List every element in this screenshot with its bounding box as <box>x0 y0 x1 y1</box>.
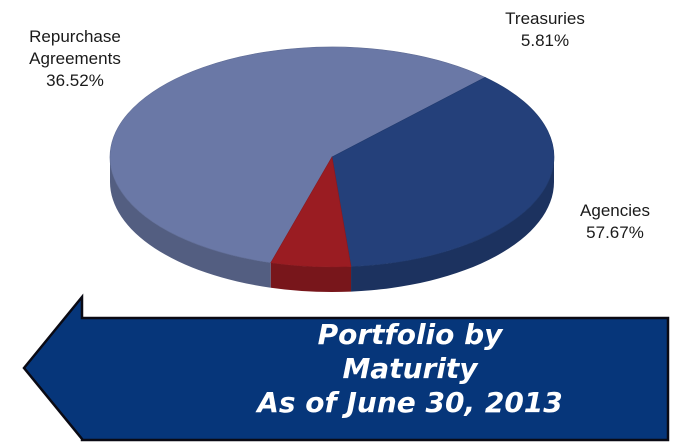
slice-name-treasuries: Treasuries <box>505 9 585 28</box>
pie-slice-agencies <box>109 46 486 264</box>
slice-label-treasuries: Treasuries 5.81% <box>490 8 600 52</box>
banner-line-maturity: Maturity <box>342 352 478 385</box>
slice-label-repurchase-agreements: Repurchase Agreements 36.52% <box>20 26 130 92</box>
slice-label-agencies: Agencies 57.67% <box>560 200 670 244</box>
pie-slice-repurchase-agreements <box>331 77 555 267</box>
slice-value-agencies: 57.67% <box>586 223 644 242</box>
left-arrow-shape <box>22 293 670 442</box>
slice-name-agencies: Agencies <box>580 201 650 220</box>
pie-slice-treasuries <box>270 156 352 268</box>
banner-line-portfolio: Portfolio by <box>317 318 503 351</box>
slice-value-repurchase-agreements: 36.52% <box>46 71 104 90</box>
slice-value-treasuries: 5.81% <box>520 31 570 50</box>
banner-caption: Portfolio by Maturity As of June 30, 201… <box>150 318 670 420</box>
pie-side-treasuries <box>270 262 352 293</box>
pie-side-repurchase-agreements <box>351 157 554 292</box>
pie-tops <box>109 46 555 268</box>
slice-name-repurchase: Repurchase <box>29 27 121 46</box>
slice-name-agreements: Agreements <box>29 49 121 68</box>
banner-line-date: As of June 30, 2013 <box>257 386 563 419</box>
